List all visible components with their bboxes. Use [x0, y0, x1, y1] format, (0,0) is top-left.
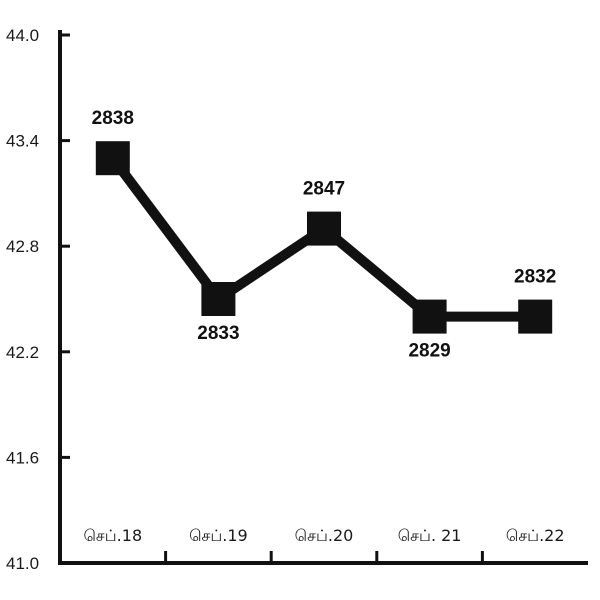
chart-axes [58, 30, 588, 565]
x-tick-label: செப்.22 [506, 526, 565, 545]
y-tick-label: 42.8 [6, 237, 39, 256]
data-label: 2847 [303, 179, 345, 200]
y-tick-label: 44.0 [6, 26, 39, 45]
data-label: 2832 [514, 267, 556, 288]
data-point-marker [95, 141, 130, 176]
chart-series [95, 141, 553, 334]
y-tick-label: 41.6 [6, 448, 39, 467]
data-labels: 2838 2833 2847 2829 2832 [92, 108, 557, 361]
data-point-marker [201, 282, 236, 316]
x-tick-label: செப். 21 [398, 526, 462, 545]
data-label: 2829 [408, 341, 450, 362]
x-tick-label: செப்.20 [295, 526, 354, 545]
y-tick-label: 42.2 [6, 343, 39, 362]
y-axis-ticks: 41.0 41.6 42.2 42.8 43.4 44.0 [6, 26, 70, 573]
x-tick-label: செப்.18 [83, 526, 142, 545]
data-point-marker [412, 299, 447, 334]
data-label: 2838 [92, 108, 134, 129]
data-label: 2833 [197, 323, 239, 344]
data-point-marker [307, 211, 341, 246]
x-tick-label: செப்.19 [189, 526, 248, 545]
y-tick-label: 43.4 [6, 132, 39, 151]
x-axis-ticks: செப்.18 செப்.19 செப்.20 செப். 21 செப்.22 [83, 526, 565, 563]
data-point-marker [518, 299, 553, 334]
y-tick-label: 41.0 [6, 554, 39, 573]
